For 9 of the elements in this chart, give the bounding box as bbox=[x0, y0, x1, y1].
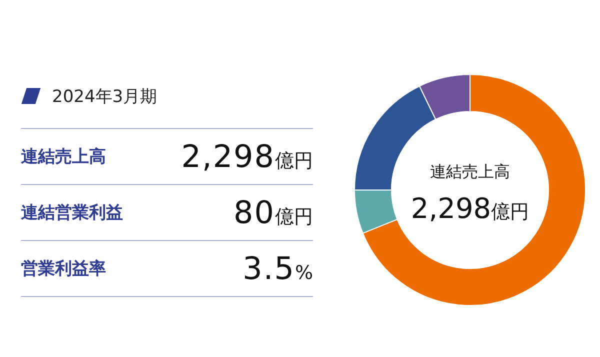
text: 連結売上高 bbox=[430, 162, 510, 181]
text: 2024年3月期 bbox=[52, 86, 158, 108]
text: 80億円 bbox=[234, 194, 313, 230]
text: 連結売上高 bbox=[21, 146, 106, 168]
text: 3.5% bbox=[242, 250, 313, 286]
text: 2,298億円 bbox=[181, 138, 313, 174]
text: 連結営業利益 bbox=[21, 202, 123, 224]
text: 2,298億円 bbox=[410, 192, 530, 225]
text: 営業利益率 bbox=[21, 258, 106, 280]
